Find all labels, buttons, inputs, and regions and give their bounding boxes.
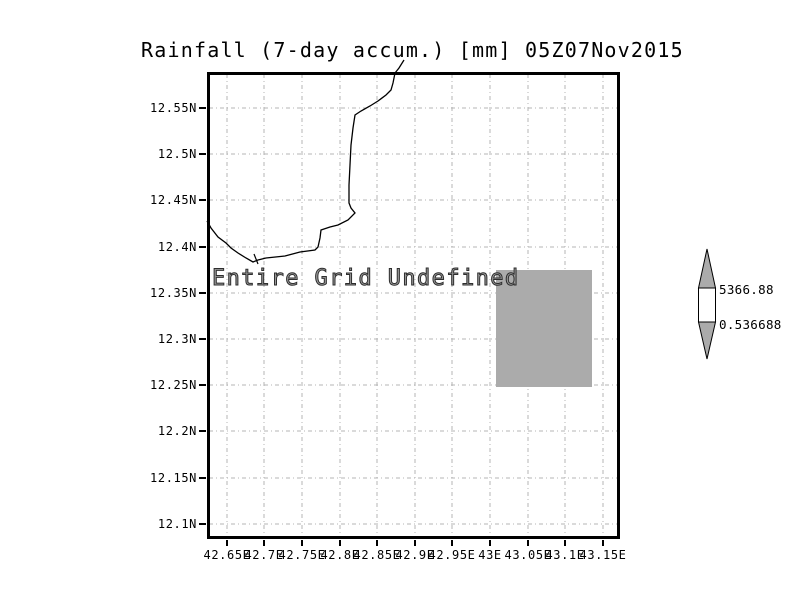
x-tick-label: 42.75E xyxy=(278,548,326,562)
colorbar-min-label: 0.536688 xyxy=(719,317,782,332)
y-tick-label: 12.35N xyxy=(150,286,197,300)
x-tick-label: 43E xyxy=(478,548,502,562)
colorbar-arrow-down xyxy=(697,321,717,360)
y-tick-label: 12.15N xyxy=(150,471,197,485)
plot-border xyxy=(207,72,620,539)
y-tick-label: 12.25N xyxy=(150,378,197,392)
x-tick-label: 42.9E xyxy=(395,548,435,562)
y-tick-label: 12.5N xyxy=(157,147,197,161)
undefined-region xyxy=(496,270,592,387)
y-tick-label: 12.45N xyxy=(150,193,197,207)
y-tick-label: 12.1N xyxy=(157,517,197,531)
plot-title: Rainfall (7-day accum.) [mm] 05Z07Nov201… xyxy=(141,38,684,62)
x-tick-label: 42.7E xyxy=(244,548,284,562)
undefined-grid-message: Entire Grid Undefined xyxy=(212,266,520,292)
y-tick-label: 12.4N xyxy=(157,240,197,254)
x-tick-label: 43.15E xyxy=(579,548,627,562)
x-tick-label: 42.85E xyxy=(353,548,401,562)
x-tick-label: 42.95E xyxy=(428,548,476,562)
colorbar xyxy=(697,248,717,360)
coastline-path xyxy=(206,59,405,263)
y-tick-label: 12.2N xyxy=(157,424,197,438)
coastline-spur xyxy=(253,253,259,265)
x-tick-label: 42.65E xyxy=(203,548,251,562)
colorbar-max-label: 5366.88 xyxy=(719,282,774,297)
y-tick-label: 12.3N xyxy=(157,332,197,346)
colorbar-arrow-up xyxy=(697,248,717,289)
x-tick-label: 43.1E xyxy=(545,548,585,562)
colorbar-box xyxy=(698,287,716,323)
x-tick-label: 42.8E xyxy=(320,548,360,562)
gridlines xyxy=(209,74,618,537)
axis-ticks xyxy=(199,107,604,546)
x-tick-label: 43.05E xyxy=(504,548,552,562)
y-tick-label: 12.55N xyxy=(150,101,197,115)
